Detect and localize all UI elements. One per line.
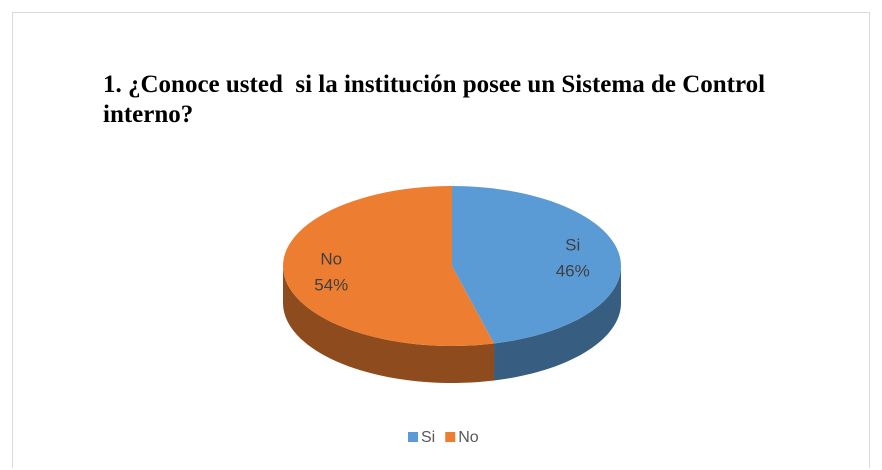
data-label-value: 46%: [556, 261, 590, 280]
legend-swatch: [408, 432, 418, 442]
chart-title: 1. ¿Conoce usted si la institución posee…: [103, 71, 772, 128]
legend-label: No: [458, 429, 479, 446]
slice-side: [283, 266, 495, 383]
chart-frame: [12, 12, 870, 468]
slice: [283, 186, 495, 346]
data-label-category: Si: [565, 235, 580, 254]
data-label-value: 54%: [314, 276, 348, 295]
legend-swatch: [445, 432, 456, 442]
data-label-category: No: [320, 250, 342, 269]
legend-label: Si: [421, 429, 435, 446]
slice-side: [494, 266, 621, 381]
slice: [452, 186, 621, 344]
